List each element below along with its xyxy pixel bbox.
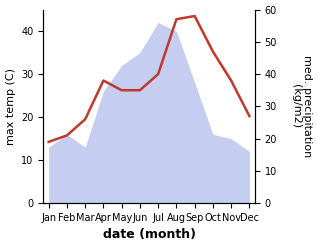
Y-axis label: max temp (C): max temp (C) [5,68,16,145]
Y-axis label: med. precipitation
(kg/m2): med. precipitation (kg/m2) [291,55,313,158]
X-axis label: date (month): date (month) [102,228,196,242]
